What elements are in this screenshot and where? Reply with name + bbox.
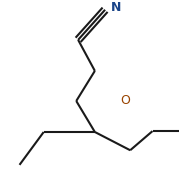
- Text: O: O: [121, 94, 130, 107]
- Text: N: N: [111, 1, 121, 14]
